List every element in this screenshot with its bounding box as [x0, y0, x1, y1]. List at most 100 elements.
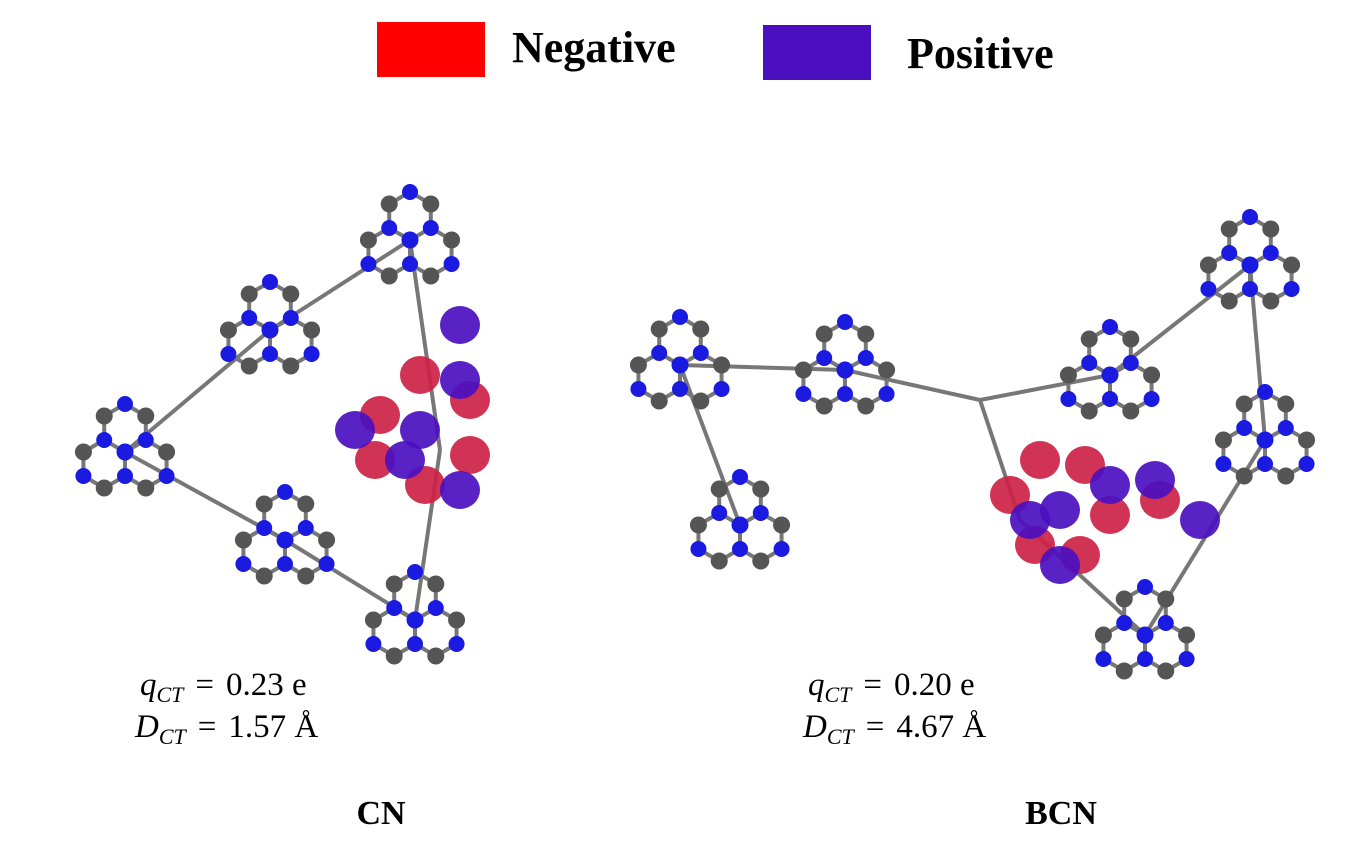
subscript: CT [157, 682, 186, 707]
atom [732, 541, 748, 557]
symbol: D [134, 709, 159, 745]
bond [123, 328, 272, 454]
atom [219, 321, 237, 339]
atom [1102, 391, 1118, 407]
atom [360, 256, 377, 272]
atom [297, 567, 315, 585]
atom [878, 386, 895, 402]
charge-density [335, 411, 375, 449]
panel-label: CN [356, 795, 406, 832]
charge-density [440, 361, 480, 399]
atom [815, 325, 833, 343]
atom [1283, 256, 1301, 274]
atom [1101, 366, 1119, 384]
value: 0.20 e [894, 667, 975, 703]
atom [1277, 395, 1295, 413]
atom [117, 468, 133, 484]
atom [74, 443, 92, 461]
atom [815, 397, 833, 415]
atom [1081, 355, 1098, 371]
charge-density [400, 356, 440, 394]
atom [262, 274, 278, 290]
atom [137, 432, 154, 448]
atom [1143, 391, 1160, 407]
atom [443, 256, 460, 272]
atom [402, 184, 418, 200]
atom [689, 516, 707, 534]
charge-density [1010, 501, 1050, 539]
relation: = [198, 709, 217, 745]
equation: qCT = 0.20 e [808, 667, 975, 707]
atom [318, 556, 335, 572]
symbol: q [808, 667, 825, 703]
atom [671, 356, 689, 374]
atom [857, 397, 875, 415]
charge-density [440, 306, 480, 344]
atom [1137, 651, 1153, 667]
atom [255, 495, 273, 513]
bond [679, 363, 846, 372]
atom [1178, 626, 1196, 644]
atom [407, 636, 423, 652]
atom [240, 285, 258, 303]
atom [1242, 209, 1258, 225]
atom [692, 320, 710, 338]
atom [1214, 431, 1232, 449]
charge-density [1090, 496, 1130, 534]
atom [406, 611, 424, 629]
symbol: D [802, 709, 827, 745]
atom [234, 531, 252, 549]
atom [427, 647, 445, 665]
relation: = [195, 667, 214, 703]
atom [651, 345, 668, 361]
atom [386, 600, 403, 616]
atom [1136, 626, 1154, 644]
bond [979, 373, 1111, 402]
subscript: CT [825, 682, 854, 707]
atom [95, 479, 113, 497]
atom [857, 325, 875, 343]
atom [650, 392, 668, 410]
molecules [74, 184, 1316, 680]
atom [1262, 220, 1280, 238]
subscript: CT [159, 724, 188, 749]
atom [427, 600, 444, 616]
atom [422, 220, 439, 236]
equation: DCT = 1.57 Å [134, 708, 318, 749]
atom [422, 195, 440, 213]
atom [752, 480, 770, 498]
atom [710, 480, 728, 498]
atom [1080, 402, 1098, 420]
atom [96, 432, 113, 448]
atom [402, 256, 418, 272]
atom [713, 381, 730, 397]
atom [1277, 420, 1294, 436]
atom [318, 531, 336, 549]
atom [443, 231, 461, 249]
atom [692, 392, 710, 410]
atom [235, 556, 252, 572]
atom [241, 310, 258, 326]
atom [1122, 355, 1139, 371]
atom [117, 396, 133, 412]
atom [1137, 579, 1153, 595]
atom [1298, 456, 1315, 472]
atom [1095, 651, 1112, 667]
atom [773, 516, 791, 534]
atom [364, 611, 382, 629]
atom [303, 321, 321, 339]
atom [794, 361, 812, 379]
atom [448, 611, 466, 629]
atom [837, 314, 853, 330]
atom [137, 407, 155, 425]
atom [1242, 281, 1258, 297]
atom [427, 575, 445, 593]
charge-density [1040, 491, 1080, 529]
atom [240, 357, 258, 375]
atom [816, 350, 833, 366]
atom [1298, 431, 1316, 449]
atom [752, 552, 770, 570]
atom [359, 231, 377, 249]
bond [844, 368, 981, 402]
atom [1157, 662, 1175, 680]
